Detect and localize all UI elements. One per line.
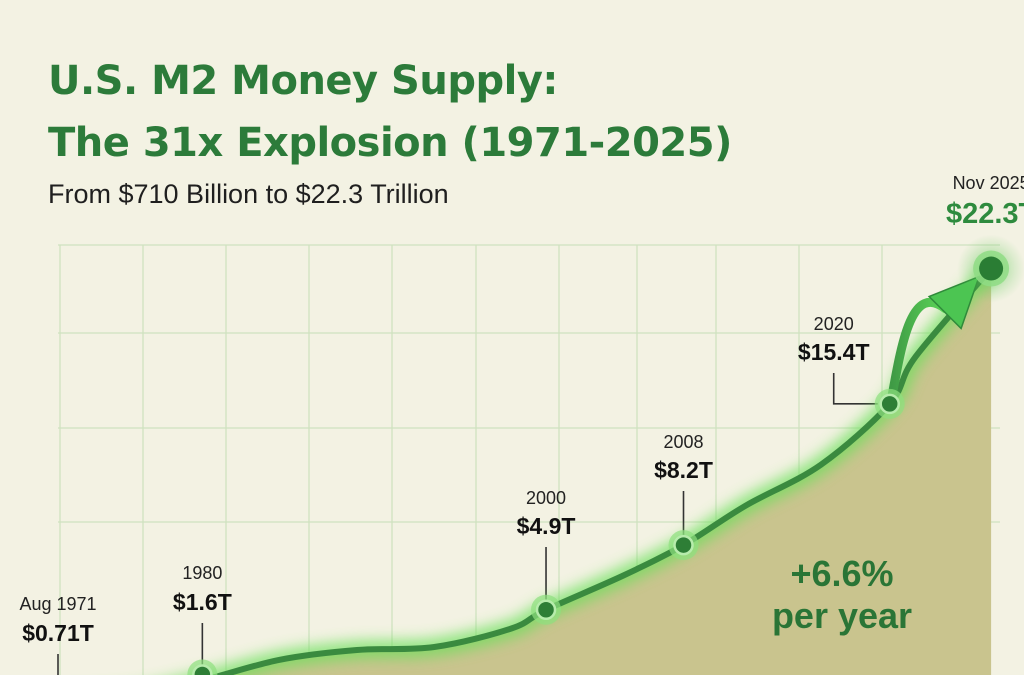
connector-line: [832, 373, 878, 405]
chart-subtitle: From $710 Billion to $22.3 Trillion: [48, 179, 449, 209]
chart-title: U.S. M2 Money Supply: The 31x Explosion …: [48, 50, 732, 174]
data-label-date: 2020: [813, 314, 854, 334]
data-label-date: 2000: [525, 488, 567, 508]
title-line-2: The 31x Explosion (1971-2025): [48, 120, 732, 166]
data-label-value: $1.6T: [172, 589, 232, 615]
area-fill: [58, 268, 992, 675]
data-label-value: $8.2T: [654, 457, 713, 483]
data-label-value: $4.9T: [516, 513, 576, 539]
data-label-date: 1980: [182, 563, 223, 583]
title-line-1: U.S. M2 Money Supply:: [48, 58, 558, 104]
growth-rate-value: +6.6%: [790, 553, 894, 594]
data-label-value: $0.71T: [22, 620, 94, 646]
data-label-date: 2008: [663, 432, 704, 452]
data-label-date: Aug 1971: [19, 594, 97, 614]
data-label-value: $22.3T: [945, 198, 1024, 230]
growth-rate-unit: per year: [771, 595, 913, 636]
growth-rate-annotation: +6.6% per year: [772, 553, 912, 637]
data-label-value: $15.4T: [797, 339, 870, 365]
data-point-marker: [879, 393, 900, 415]
data-point-marker: [979, 256, 1004, 281]
data-point-marker: [673, 534, 694, 556]
data-point-marker: [192, 664, 213, 675]
data-label-date: Nov 2025: [952, 173, 1024, 193]
growth-arrow-stem: [887, 297, 950, 403]
data-point-marker: [535, 599, 557, 621]
